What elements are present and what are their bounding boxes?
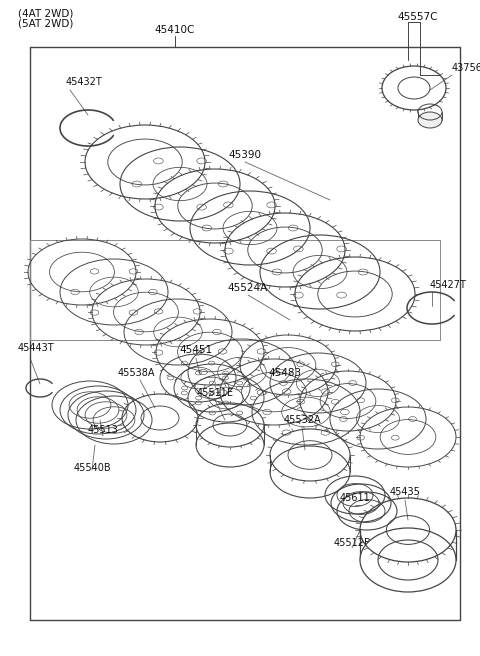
Text: 45513: 45513: [87, 425, 119, 435]
Text: 45538A: 45538A: [117, 368, 155, 378]
Text: 45451: 45451: [180, 345, 213, 355]
Text: 45483: 45483: [268, 368, 301, 378]
Text: (5AT 2WD): (5AT 2WD): [18, 19, 73, 29]
Text: 45611: 45611: [340, 493, 371, 503]
Text: 45512B: 45512B: [333, 538, 371, 548]
Text: 45511E: 45511E: [196, 388, 233, 398]
Text: 45532A: 45532A: [283, 415, 321, 425]
Text: 43756A: 43756A: [452, 63, 480, 73]
Text: 45443T: 45443T: [18, 343, 55, 353]
Text: 45432T: 45432T: [66, 77, 103, 87]
Text: 45390: 45390: [228, 150, 262, 160]
Text: 45540B: 45540B: [73, 463, 111, 473]
Text: 45427T: 45427T: [430, 280, 467, 290]
Text: 45524A: 45524A: [228, 283, 268, 293]
Text: 45435: 45435: [390, 487, 420, 497]
Text: 45557C: 45557C: [398, 12, 438, 22]
Text: (4AT 2WD): (4AT 2WD): [18, 9, 73, 19]
Ellipse shape: [418, 112, 442, 128]
Text: 45410C: 45410C: [155, 25, 195, 35]
Ellipse shape: [360, 528, 456, 592]
